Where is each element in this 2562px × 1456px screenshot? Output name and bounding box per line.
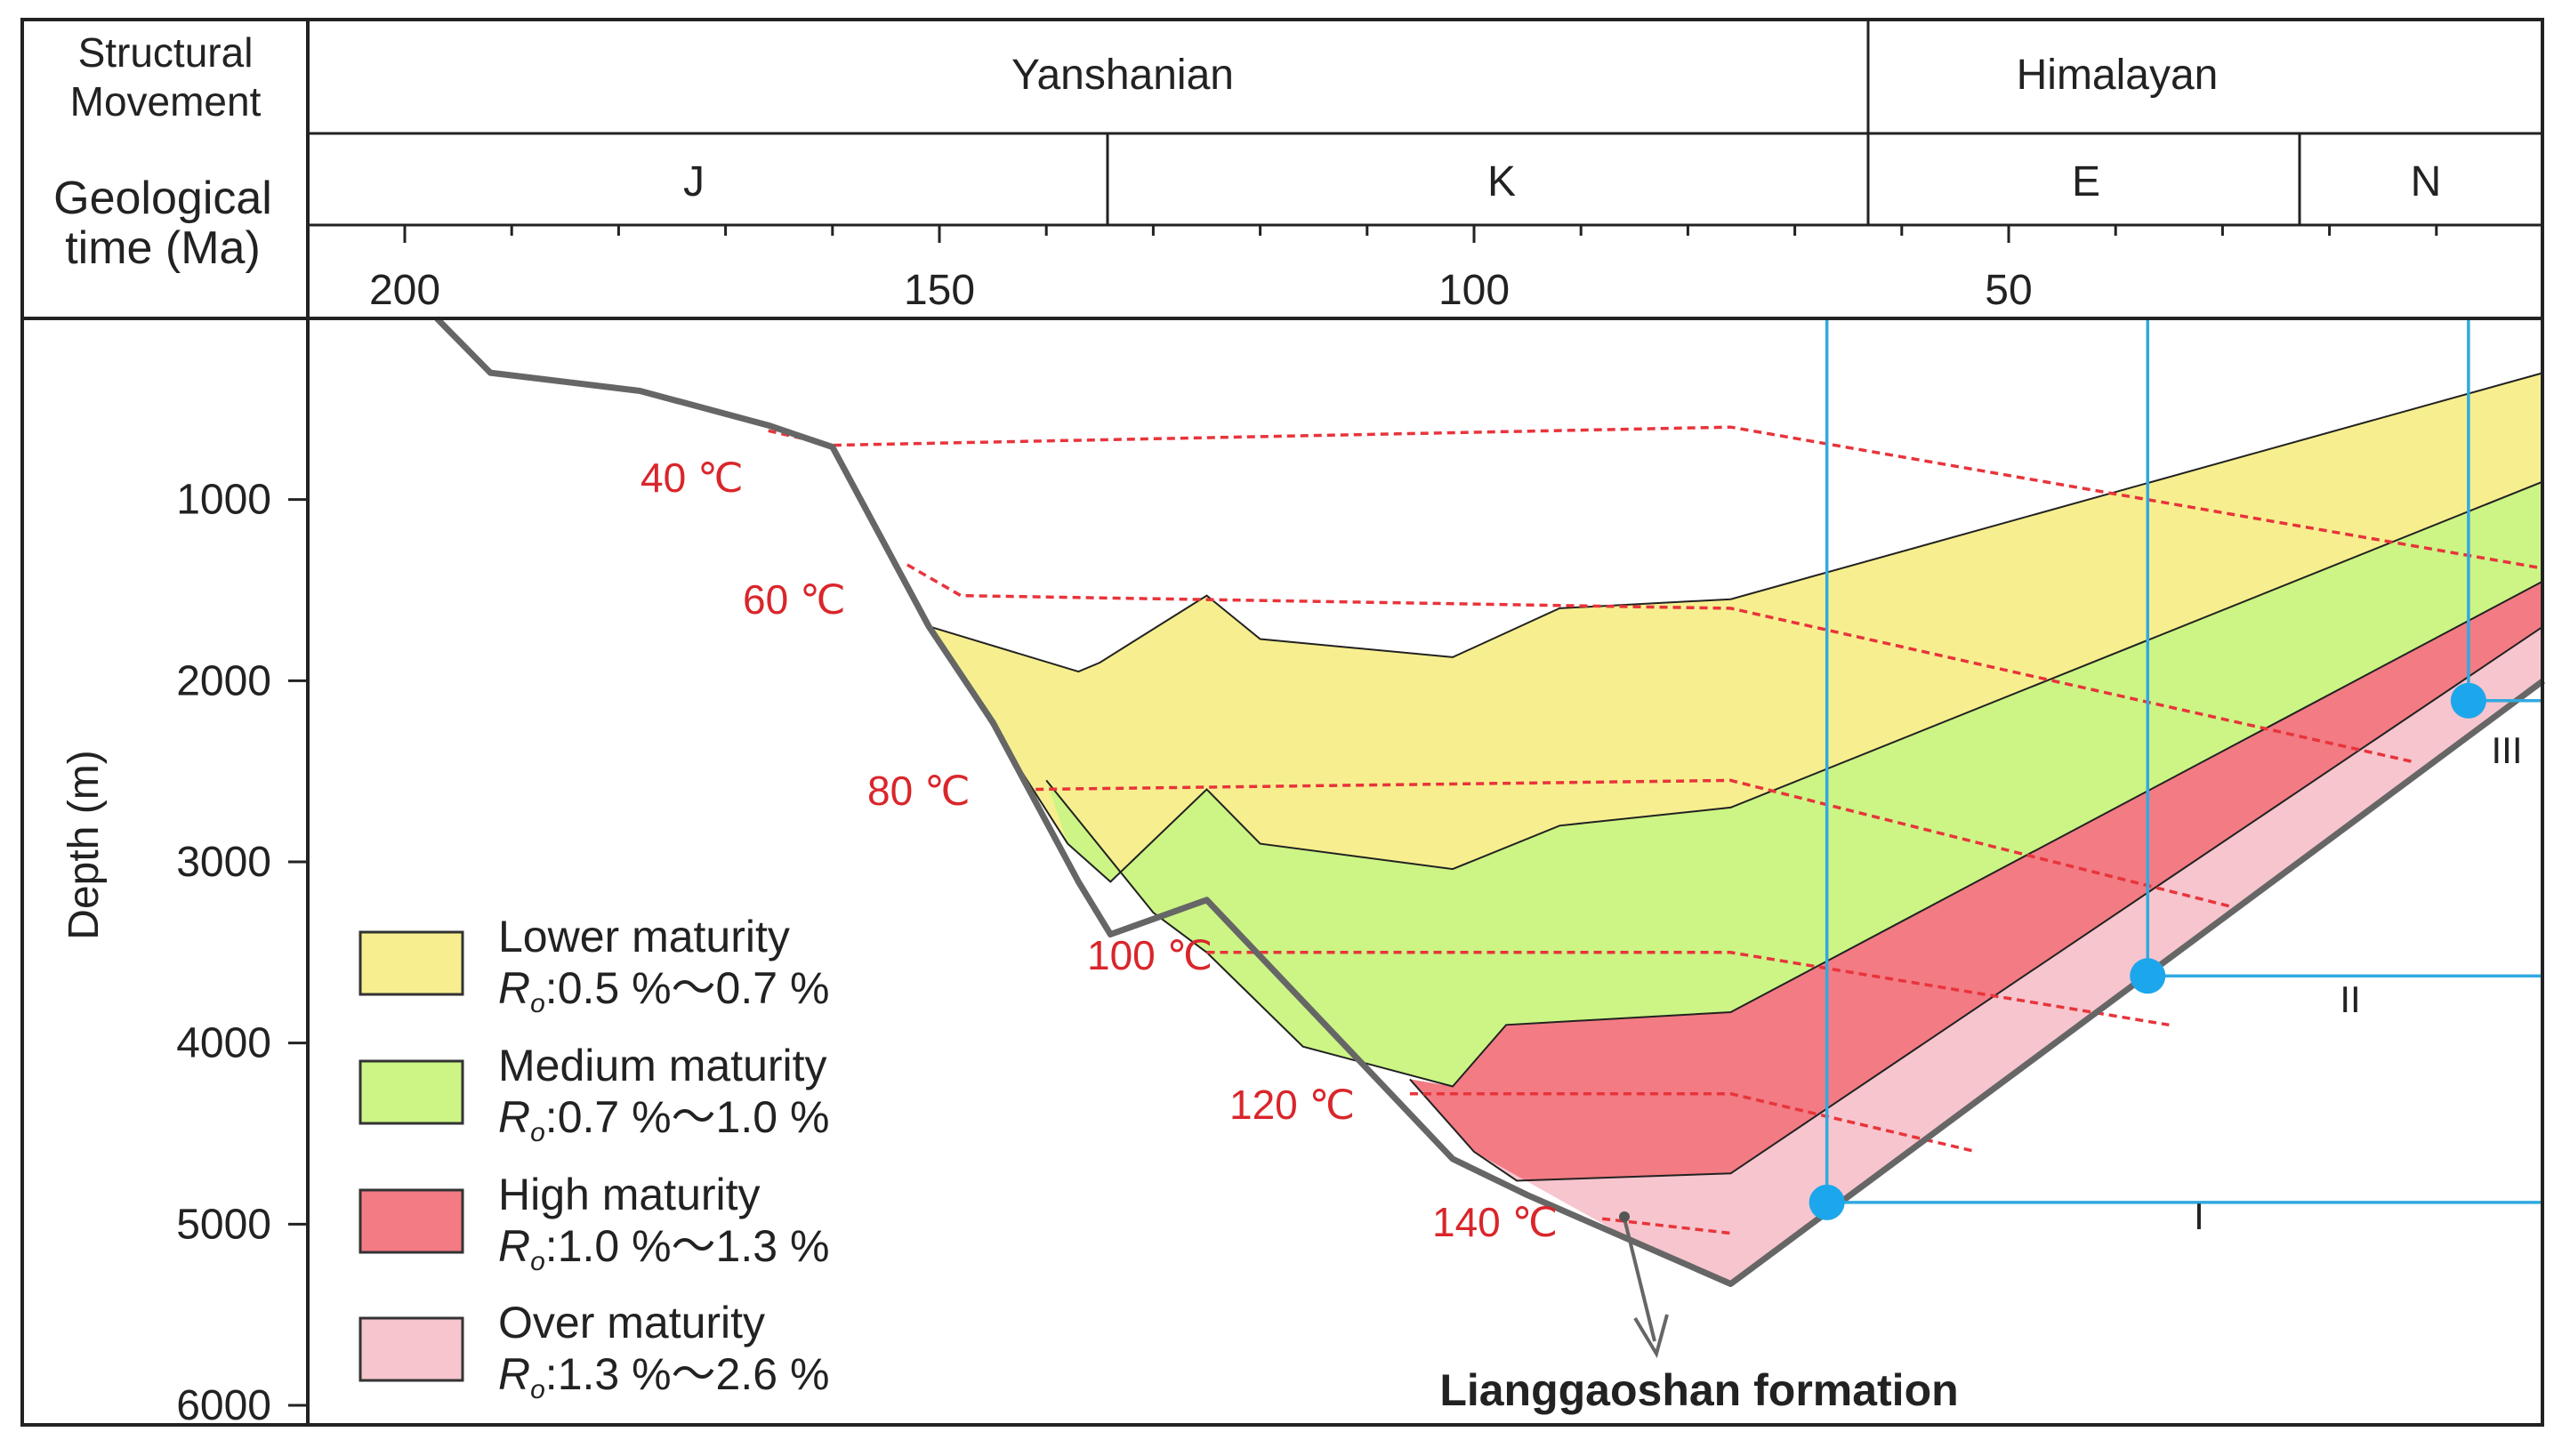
isotherm-label-2: 60 ℃ (743, 576, 846, 623)
isotherm-line-2 (906, 563, 2416, 764)
axes: 200 150 100 50 1000 2000 3000 4000 5000 6000 Depth… (60, 225, 2438, 1429)
period-label-j: J (683, 158, 705, 205)
legend-swatch-2 (359, 1059, 464, 1125)
isotherm-line-5 (1409, 1091, 1978, 1154)
well-label-3: III (2491, 729, 2522, 771)
y-tick-label-4000: 4000 (176, 1020, 271, 1067)
period-label-e: E (2072, 158, 2100, 205)
legend-name-3: High maturity (498, 1170, 761, 1219)
maturity-areas (928, 372, 2544, 1284)
maturity-boundary-1 (928, 372, 2544, 673)
annotation-arrow-head (1633, 1314, 1669, 1359)
isotherm-label-4: 100 ℃ (1087, 932, 1213, 978)
y-axis-label: Depth (m) (60, 750, 108, 939)
x-tick-label-150: 150 (904, 267, 975, 314)
legend-swatch-1 (359, 930, 464, 996)
well-label-1: I (2194, 1195, 2204, 1237)
x-tick-label-200: 200 (369, 267, 440, 314)
structural-movement-label-line1: Structural (78, 29, 254, 76)
lianggaoshan-annotation: Lianggaoshan formation (1439, 1365, 1958, 1415)
period-label-n: N (2411, 158, 2442, 205)
y-tick-label-3000: 3000 (176, 839, 271, 886)
legend-range-1: Ro:0.5 %～0.7 % (498, 963, 829, 1018)
isotherm-label-1: 40 ℃ (640, 454, 744, 501)
legend-swatch-3 (359, 1188, 464, 1254)
legend-range-3: Ro:1.0 %～1.3 % (498, 1221, 829, 1276)
legend-swatch-4 (359, 1316, 464, 1382)
isotherm-line-3 (1035, 778, 2234, 909)
maturity-boundary-3 (1045, 580, 2544, 1088)
well-dot-3 (2450, 682, 2486, 719)
legend-name-2: Medium maturity (498, 1041, 827, 1090)
x-tick-label-100: 100 (1438, 267, 1510, 314)
x-tick-label-50: 50 (1985, 267, 2032, 314)
isotherm-label-3: 80 ℃ (867, 768, 971, 814)
maturity-area-1 (929, 373, 2543, 882)
legend-range-4: Ro:1.3 %～2.6 % (498, 1349, 829, 1404)
movement-himalayan: Himalayan (2017, 52, 2219, 99)
chart-frame (20, 18, 2544, 1427)
maturity-boundary-4 (1409, 625, 2544, 1182)
y-tick-label-5000: 5000 (176, 1201, 271, 1248)
isotherm-line-6 (1602, 1217, 1731, 1235)
maturity-boundary-2 (928, 480, 2544, 883)
period-label-k: K (1487, 158, 1516, 205)
y-tick-label-6000: 6000 (176, 1382, 271, 1429)
movement-yanshanian: Yanshanian (1011, 52, 1234, 99)
isotherm-label-6: 140 ℃ (1432, 1199, 1558, 1245)
outer-border (20, 18, 2544, 1427)
geological-time-label-line2: time (Ma) (65, 222, 261, 274)
burial-curve-layer (434, 316, 2546, 1287)
legend-name-4: Over maturity (498, 1298, 765, 1347)
annotation-arrow-line (1623, 1218, 1656, 1342)
structural-movement-label-line2: Movement (70, 78, 262, 125)
legend-range-2: Ro:0.7 %～1.0 % (498, 1092, 829, 1147)
geological-time-label-line1: Geological (53, 173, 272, 224)
isotherm-label-5: 120 ℃ (1229, 1082, 1355, 1128)
well-label-2: II (2340, 978, 2360, 1020)
maturity-area-2 (1046, 481, 2543, 1087)
annotations: 40 ℃ 60 ℃ 80 ℃ 100 ℃ 120 ℃ 140 ℃ Lianggaoshan … (640, 454, 1959, 1415)
legend-name-1: Lower maturity (498, 912, 790, 961)
maturity-area-3 (1409, 581, 2543, 1181)
isotherm-line-4 (1206, 951, 2170, 1027)
well-dot-1 (1809, 1184, 1845, 1220)
y-tick-label-2000: 2000 (176, 657, 271, 704)
well-dot-2 (2130, 958, 2166, 994)
burial-curve (434, 316, 2546, 1287)
annotation-point (1619, 1211, 1630, 1222)
y-tick-label-1000: 1000 (176, 477, 271, 524)
